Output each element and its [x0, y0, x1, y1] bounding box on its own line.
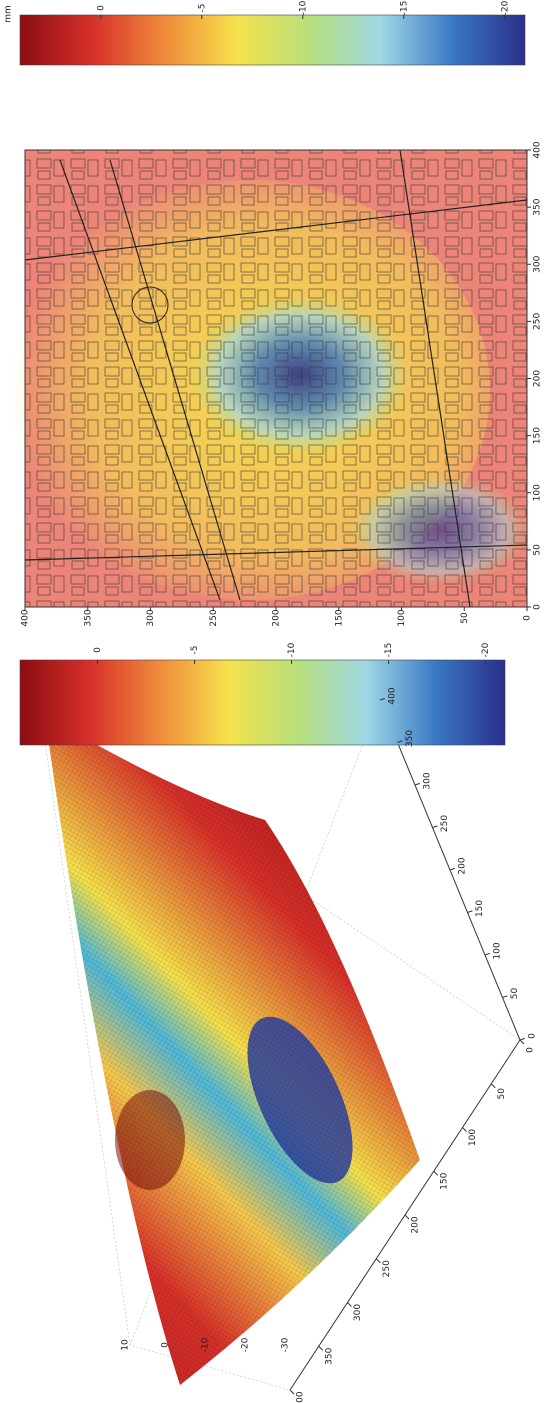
- x-tick-label: 200: [533, 370, 543, 387]
- y-tick-label: 250: [209, 609, 219, 626]
- y-tick-label: 350: [324, 1347, 334, 1364]
- x-tick-label: 300: [423, 772, 433, 789]
- colorbar-tick-label: -20: [481, 642, 491, 657]
- y-tick-label: 200: [411, 1216, 421, 1233]
- y-tick-label: 0: [523, 615, 533, 621]
- z-tick-label: 10: [121, 1339, 131, 1351]
- x-tick-label: 350: [533, 198, 543, 215]
- y-tick-label: 50: [497, 1088, 507, 1100]
- colorbar-tick-label: 0: [93, 647, 103, 653]
- z-tick-label: -20: [241, 1337, 251, 1352]
- y-tick-label: 350: [83, 609, 93, 626]
- y-tick: [347, 1302, 352, 1307]
- y-tick: [519, 1039, 525, 1045]
- x-tick-label: 250: [533, 313, 543, 330]
- z-tick-label: -30: [281, 1337, 291, 1352]
- y-tick: [375, 1258, 381, 1264]
- x-tick: [432, 825, 438, 828]
- x-tick-label: 0: [528, 1033, 538, 1039]
- y-tick-label: 400: [21, 609, 31, 626]
- colorbar-tick-label: -5: [197, 4, 207, 13]
- map-roundabout: [131, 286, 169, 324]
- y-tick: [433, 1170, 439, 1176]
- y-tick-label: 400: [296, 1391, 306, 1403]
- x-tick-label: 100: [493, 942, 503, 959]
- y-tick-label: 150: [334, 609, 344, 626]
- x-tick: [379, 697, 385, 701]
- y-tick-label: 200: [272, 609, 282, 626]
- x-tick-label: 350: [405, 730, 415, 747]
- x-tick-label: 400: [388, 687, 398, 704]
- surface-panel: [39, 699, 521, 1391]
- colorbar-tick-label: -20: [500, 0, 510, 15]
- x-tick: [484, 952, 490, 956]
- colorbar-tick-label: -10: [287, 642, 297, 657]
- colorbar-tick-label: -15: [384, 643, 394, 658]
- z-tick-label: -10: [201, 1337, 211, 1352]
- y-tick-label: 100: [468, 1129, 478, 1146]
- y-tick-label: 0: [526, 1047, 536, 1053]
- y-tick-label: 300: [353, 1304, 363, 1321]
- x-tick-label: 300: [533, 255, 543, 272]
- colorbar-tick-label: -10: [298, 0, 308, 15]
- x-tick: [397, 740, 403, 743]
- y-tick-label: 150: [439, 1172, 449, 1189]
- y-tick: [490, 1083, 496, 1089]
- x-tick-label: 50: [533, 544, 543, 556]
- map-panel: [10, 149, 530, 608]
- y-tick: [289, 1389, 295, 1395]
- x-tick-label: 400: [533, 141, 543, 158]
- x-tick: [449, 867, 455, 871]
- colorbar: [19, 659, 506, 746]
- colorbar-tick-label: 0: [96, 5, 106, 11]
- x-tick-label: 200: [458, 857, 468, 874]
- x-tick-label: 250: [440, 815, 450, 832]
- y-tick-label: 100: [397, 609, 407, 626]
- colorbar-tick-label: -15: [399, 1, 409, 16]
- surface-mesh: [45, 715, 420, 1385]
- y-tick: [462, 1127, 467, 1132]
- z-tick-label: 0: [161, 1342, 171, 1348]
- y-tick-label: 250: [382, 1260, 392, 1277]
- x-tick: [519, 1037, 525, 1041]
- y-tick-label: 50: [460, 612, 470, 624]
- colorbar: [19, 14, 526, 66]
- x-tick: [502, 995, 508, 998]
- colorbar-tick-label: -5: [190, 646, 200, 655]
- map-roads: [24, 149, 528, 608]
- x-tick-label: 50: [510, 988, 520, 1000]
- x-tick-label: 150: [475, 900, 485, 917]
- map-lines: [25, 150, 527, 607]
- x-tick: [467, 910, 473, 913]
- x-tick: [414, 782, 420, 786]
- y-tick: [404, 1214, 410, 1220]
- y-tick: [318, 1345, 324, 1351]
- x-tick-label: 150: [533, 427, 543, 444]
- y-tick-label: 300: [146, 609, 156, 626]
- x-tick-label: 100: [533, 484, 543, 501]
- x-tick-label: 0: [533, 604, 543, 610]
- colorbar-label: mm: [4, 5, 14, 23]
